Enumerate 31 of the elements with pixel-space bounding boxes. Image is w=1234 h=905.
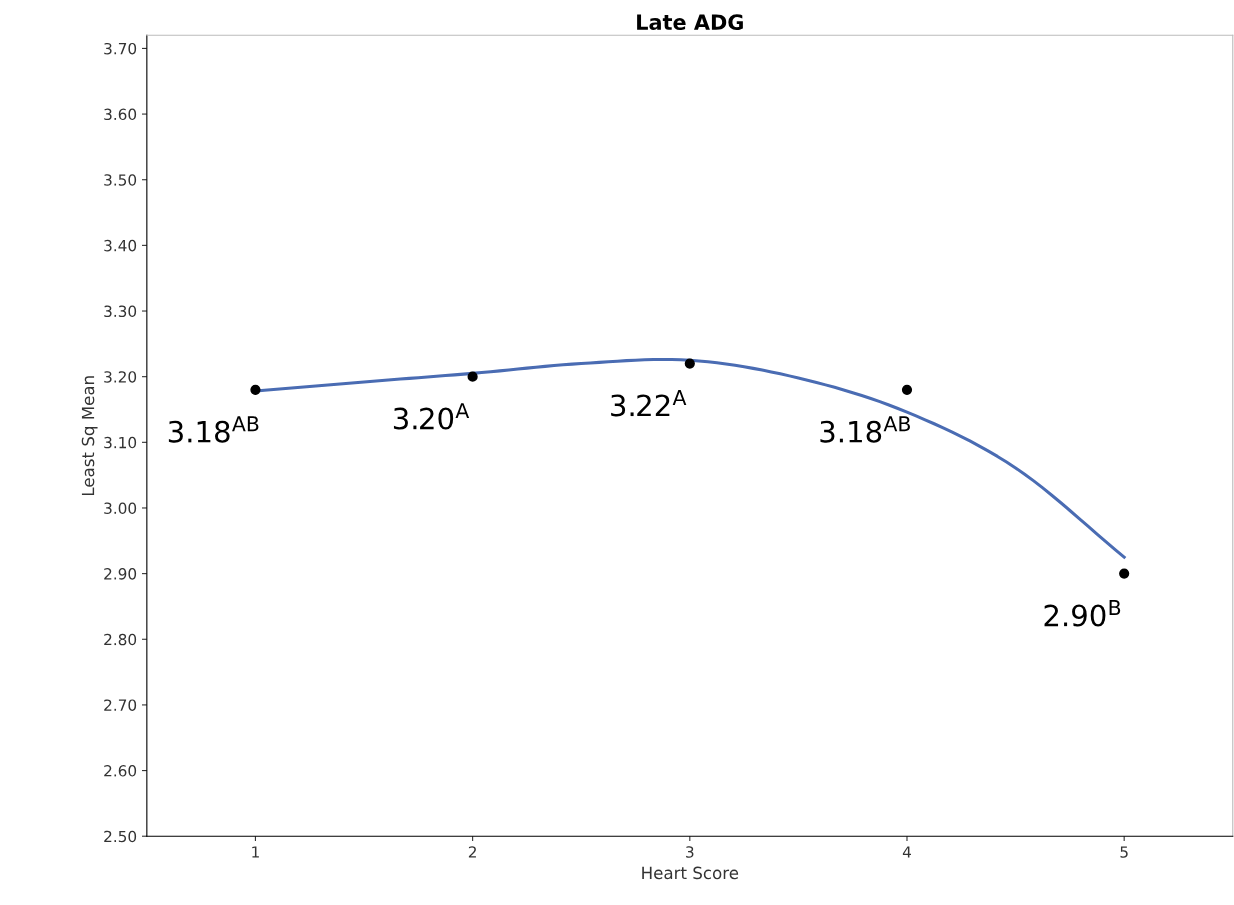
y-tick-label: 3.10 bbox=[104, 436, 137, 449]
y-tick-label: 2.50 bbox=[104, 830, 137, 843]
x-axis-title: Heart Score bbox=[642, 866, 739, 880]
x-tick-label: 5 bbox=[1120, 846, 1128, 858]
y-tick-label: 3.70 bbox=[104, 42, 137, 55]
x-tick-label: 1 bbox=[252, 846, 259, 858]
y-tick-label: 2.70 bbox=[104, 699, 137, 711]
point bbox=[901, 384, 913, 395]
chart-title: Late ADG bbox=[637, 14, 743, 31]
data-label: 3.22$^{A}$ bbox=[611, 390, 687, 417]
y-tick-label: 3.00 bbox=[104, 502, 137, 514]
x-tick-label: 4 bbox=[902, 846, 911, 858]
y-tick-label: 2.80 bbox=[104, 633, 137, 646]
data-label: 3.18$^{AB}$ bbox=[820, 416, 910, 443]
x-tick-label: 3 bbox=[686, 846, 694, 858]
y-tick-label: 3.20 bbox=[104, 371, 137, 383]
y-tick-label: 2.90 bbox=[104, 568, 137, 580]
point bbox=[467, 371, 478, 382]
y-tick-label: 3.40 bbox=[104, 239, 137, 252]
data-label: 3.18$^{AB}$ bbox=[168, 416, 259, 443]
point bbox=[684, 358, 695, 369]
data-label: 2.90$^{B}$ bbox=[1044, 600, 1121, 627]
x-tick-label: 2 bbox=[468, 846, 476, 858]
point bbox=[250, 384, 261, 395]
data-label: 3.20$^{A}$ bbox=[393, 403, 470, 430]
y-axis-title: Least Sq Mean bbox=[81, 376, 98, 496]
point bbox=[1119, 568, 1130, 579]
y-tick-label: 3.30 bbox=[104, 305, 137, 318]
y-tick-label: 3.60 bbox=[104, 108, 137, 121]
y-tick-label: 2.60 bbox=[104, 765, 137, 777]
y-tick-label: 3.50 bbox=[104, 174, 137, 186]
